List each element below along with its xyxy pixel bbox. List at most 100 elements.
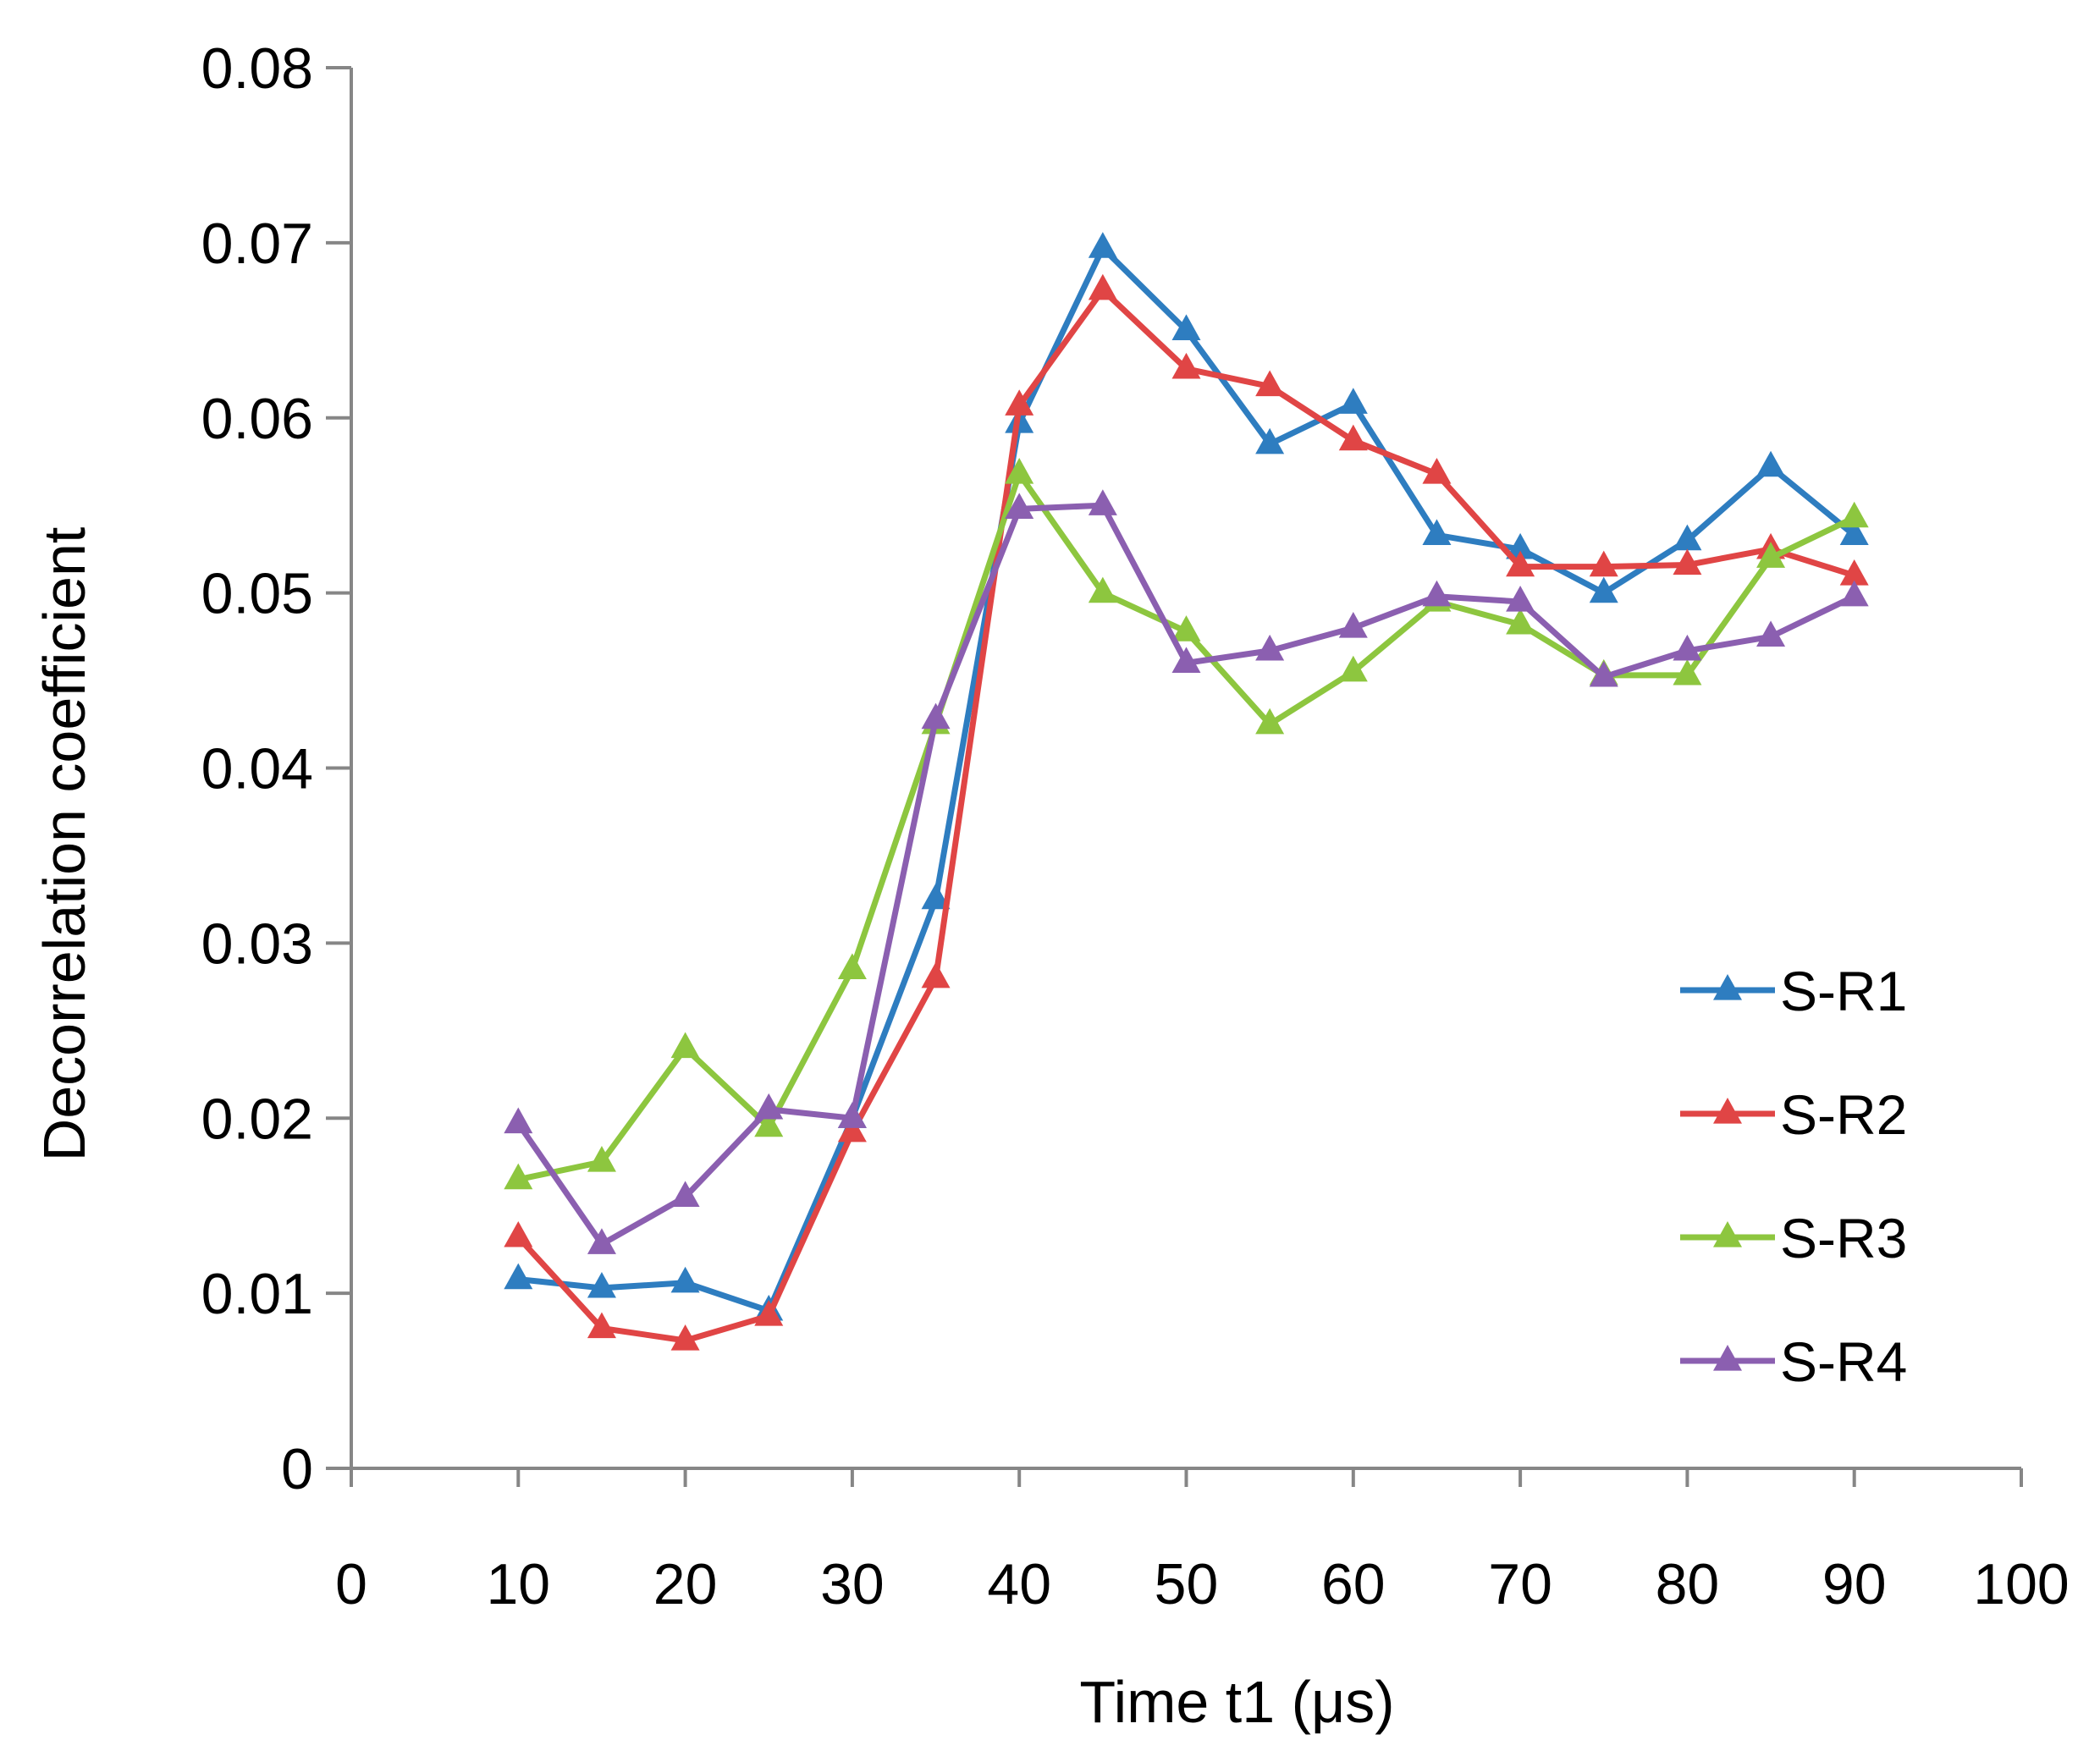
- data-point: [670, 1032, 700, 1059]
- data-point: [837, 1115, 867, 1143]
- x-tick-label: 70: [1488, 1552, 1552, 1616]
- y-tick-label: 0.08: [201, 36, 313, 101]
- legend-label: S-R4: [1780, 1330, 1907, 1393]
- data-point: [1589, 576, 1618, 603]
- data-point: [670, 1181, 700, 1207]
- y-tick-label: 0.02: [201, 1087, 313, 1151]
- x-tick-label: 100: [1973, 1552, 2069, 1616]
- y-tick-label: 0.06: [201, 387, 313, 451]
- legend-label: S-R2: [1780, 1083, 1907, 1146]
- data-point: [1005, 493, 1034, 519]
- data-point: [504, 1163, 533, 1190]
- x-tick-label: 90: [1822, 1552, 1887, 1616]
- data-point: [1171, 647, 1201, 674]
- x-tick-label: 0: [335, 1552, 367, 1616]
- data-point: [1839, 501, 1869, 528]
- data-point: [1255, 634, 1285, 661]
- x-tick-label: 40: [987, 1552, 1051, 1616]
- y-axis-title: Decorrelation coefficient: [31, 527, 97, 1162]
- legend-item-s-r3: S-R3: [1680, 1207, 1907, 1269]
- data-point: [1422, 457, 1452, 484]
- data-point: [1756, 542, 1786, 568]
- legend-swatch-marker: [1713, 1221, 1742, 1247]
- data-point: [1756, 450, 1786, 477]
- data-point: [1255, 708, 1285, 735]
- data-point: [504, 1263, 533, 1290]
- data-point: [1338, 424, 1368, 451]
- data-point: [921, 961, 951, 988]
- y-tick-label: 0.07: [201, 212, 313, 276]
- series-line: [515, 471, 1858, 1183]
- data-point: [1839, 519, 1869, 545]
- data-point: [1088, 273, 1117, 300]
- data-point: [754, 1093, 784, 1120]
- legend-item-s-r2: S-R2: [1680, 1083, 1907, 1146]
- data-point: [1673, 658, 1702, 686]
- data-point: [1839, 559, 1869, 586]
- data-point: [670, 1266, 700, 1293]
- legend-item-s-r4: S-R4: [1680, 1330, 1907, 1393]
- data-point: [1756, 620, 1786, 647]
- data-point: [1005, 457, 1034, 484]
- data-point: [837, 953, 867, 980]
- data-point: [504, 1220, 533, 1247]
- series-s-r2: [504, 273, 1869, 1351]
- x-ticks: 0 10 20 30 40 50 60 70 80 90 100: [335, 1468, 2070, 1616]
- data-point: [1338, 388, 1368, 414]
- x-tick-label: 10: [486, 1552, 550, 1616]
- series-layer: [504, 232, 1869, 1351]
- y-tick-label: 0: [281, 1437, 313, 1501]
- data-point: [587, 1228, 616, 1254]
- x-tick-label: 20: [653, 1552, 718, 1616]
- data-point: [1088, 489, 1117, 515]
- data-point: [1255, 427, 1285, 454]
- legend-swatch-marker: [1713, 1098, 1742, 1124]
- data-point: [1589, 550, 1618, 577]
- legend-item-s-r1: S-R1: [1680, 960, 1907, 1022]
- y-ticks: 0 0.01 0.02 0.03 0.04 0.05 0.06 0.07 0.08: [201, 36, 351, 1501]
- data-point: [837, 1102, 867, 1128]
- data-point: [1338, 655, 1368, 682]
- series-line: [515, 245, 1858, 1314]
- data-point: [1422, 580, 1452, 607]
- data-point: [1673, 524, 1702, 551]
- data-point: [1673, 548, 1702, 575]
- x-tick-label: 60: [1321, 1552, 1386, 1616]
- data-point: [1338, 612, 1368, 638]
- y-tick-label: 0.05: [201, 562, 313, 626]
- series-s-r1: [504, 232, 1869, 1321]
- data-point: [1506, 585, 1535, 612]
- data-point: [1171, 615, 1201, 641]
- legend-label: S-R1: [1780, 960, 1907, 1022]
- y-tick-label: 0.01: [201, 1262, 313, 1326]
- data-point: [587, 1312, 616, 1339]
- legend-swatch-marker: [1713, 1345, 1742, 1371]
- y-tick-label: 0.03: [201, 911, 313, 976]
- data-point: [1839, 580, 1869, 607]
- data-point: [921, 883, 951, 910]
- data-point: [1005, 389, 1034, 416]
- data-point: [1506, 550, 1535, 577]
- x-tick-label: 30: [820, 1552, 885, 1616]
- data-point: [1506, 532, 1535, 559]
- data-point: [1255, 370, 1285, 397]
- data-point: [504, 1107, 533, 1134]
- data-point: [587, 1271, 616, 1298]
- y-tick-label: 0.04: [201, 737, 313, 801]
- data-point: [1171, 352, 1201, 379]
- data-point: [587, 1145, 616, 1172]
- series-s-r4: [504, 489, 1869, 1254]
- x-axis-title: Time t1 (μs): [1079, 1669, 1394, 1735]
- data-point: [1088, 232, 1117, 258]
- data-point: [921, 702, 951, 730]
- data-point: [1506, 608, 1535, 635]
- data-point: [754, 1300, 784, 1326]
- data-point: [670, 1324, 700, 1351]
- series-line: [515, 287, 1858, 1344]
- data-point: [1673, 634, 1702, 661]
- data-point: [1088, 576, 1117, 603]
- legend: S-R1 S-R2 S-R3 S-R4: [1680, 960, 1907, 1393]
- data-point: [1422, 519, 1452, 545]
- x-tick-label: 50: [1155, 1552, 1219, 1616]
